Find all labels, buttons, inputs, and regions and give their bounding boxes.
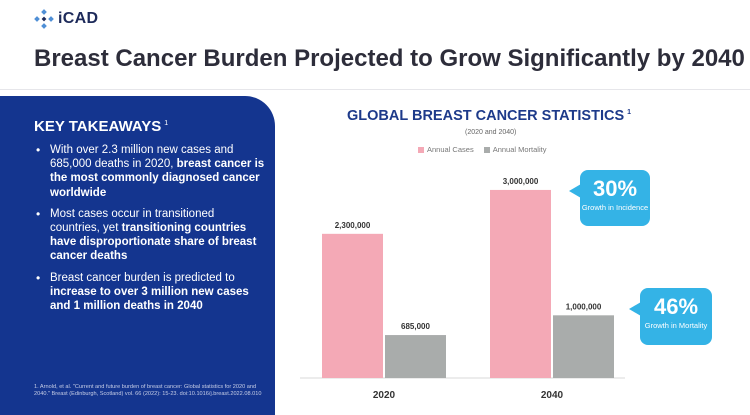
- takeaway-item: Most cases occur in transitioned countri…: [34, 207, 266, 264]
- key-takeaways-ref: 1: [164, 120, 169, 127]
- growth-incidence-callout: 30% Growth in Incidence: [569, 170, 650, 226]
- data-label-mortality-2020: 685,000: [401, 322, 430, 331]
- takeaway-item: Breast cancer burden is predicted to inc…: [34, 271, 266, 314]
- key-takeaways-heading: KEY TAKEAWAYS 1: [34, 118, 168, 135]
- takeaway-text: Most cases occur in transitioned countri…: [50, 207, 215, 235]
- legend-item-cases: Annual Cases: [418, 145, 474, 154]
- title-divider: [0, 89, 750, 90]
- bar-mortality-2040: [553, 315, 614, 378]
- data-label-mortality-2040: 1,000,000: [566, 302, 602, 311]
- bar-cases-2020: [322, 233, 383, 378]
- x-tick-label-2020: 2020: [373, 390, 396, 401]
- page-title: Breast Cancer Burden Projected to Grow S…: [34, 45, 745, 72]
- takeaway-text: With over 2.3 million new cases and 685,…: [50, 144, 234, 171]
- key-takeaways-heading-text: KEY TAKEAWAYS: [34, 118, 162, 135]
- growth-mortality-callout: 46% Growth in Mortality: [629, 288, 712, 345]
- x-tick-label-2040: 2040: [541, 390, 564, 401]
- callout-pointer: [629, 302, 641, 316]
- icad-logo-icon: [34, 9, 54, 29]
- citation-footnote: 1. Arnold, et al. "Current and future bu…: [34, 384, 262, 397]
- takeaway-emphasis: increase to over 3 million new cases and…: [50, 285, 249, 313]
- logo: iCAD: [34, 9, 98, 29]
- bar-cases-2040: [490, 189, 551, 378]
- chart-legend: Annual Cases Annual Mortality: [418, 145, 546, 154]
- legend-label-mortality: Annual Mortality: [492, 145, 547, 154]
- data-label-cases-2020: 2,300,000: [335, 221, 371, 230]
- chart-title: GLOBAL BREAST CANCER STATISTICS 1: [347, 108, 631, 124]
- takeaways-list: With over 2.3 million new cases and 685,…: [34, 143, 266, 320]
- growth-mortality-value: 46%: [653, 294, 699, 319]
- legend-label-cases: Annual Cases: [427, 145, 474, 154]
- growth-incidence-value: 30%: [592, 176, 638, 201]
- chart-subtitle: (2020 and 2040): [465, 129, 517, 136]
- chart-title-ref: 1: [627, 109, 632, 116]
- takeaway-text: Breast cancer burden is predicted to: [50, 271, 235, 284]
- bar-mortality-2020: [385, 335, 446, 378]
- legend-swatch-mortality: [483, 146, 490, 153]
- legend-item-mortality: Annual Mortality: [483, 145, 547, 154]
- legend-swatch-cases: [418, 146, 424, 153]
- logo-text: iCAD: [58, 10, 99, 27]
- takeaway-item: With over 2.3 million new cases and 685,…: [34, 143, 266, 200]
- data-label-cases-2040: 3,000,000: [503, 177, 539, 186]
- growth-mortality-label: Growth in Mortality: [644, 321, 708, 330]
- growth-incidence-label: Growth in Incidence: [581, 203, 649, 212]
- chart-title-text: GLOBAL BREAST CANCER STATISTICS: [347, 108, 625, 124]
- takeaway-emphasis: transitioning countries have disproporti…: [50, 222, 257, 263]
- takeaway-emphasis: breast cancer is the most commonly diagn…: [50, 158, 265, 199]
- callout-pointer: [569, 184, 581, 198]
